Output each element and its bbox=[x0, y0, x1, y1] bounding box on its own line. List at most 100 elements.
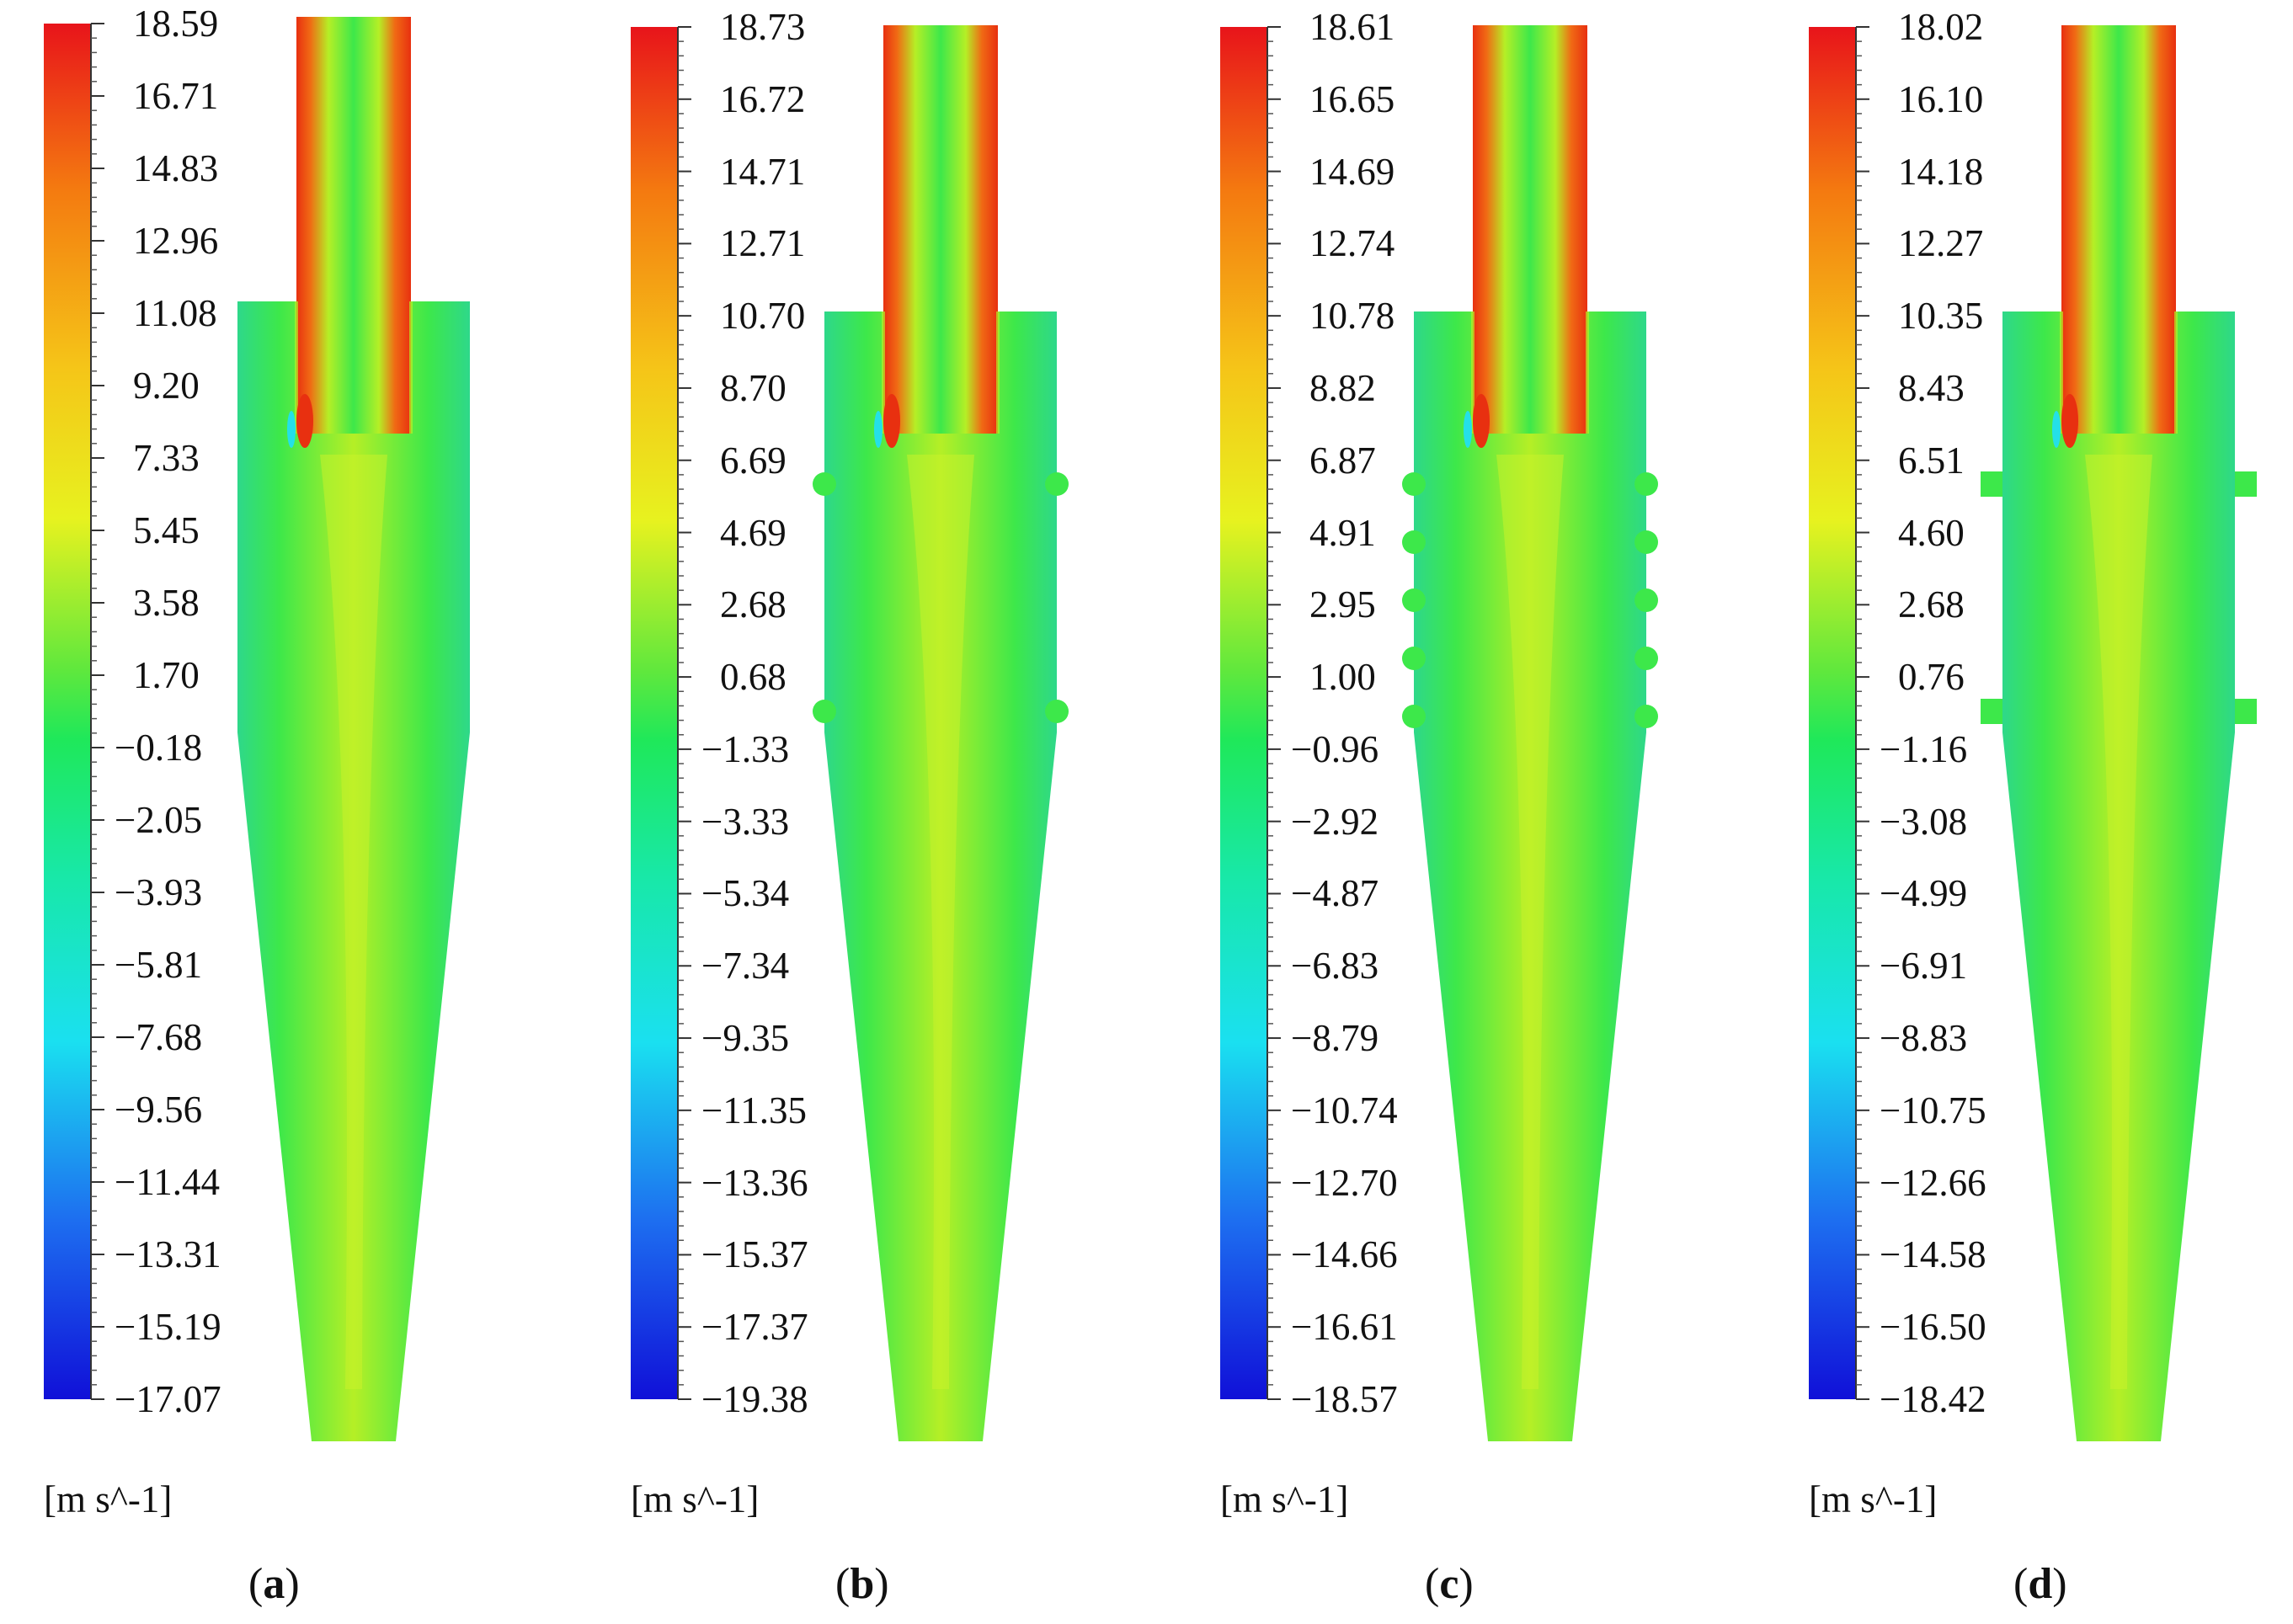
vortex-finder bbox=[296, 17, 411, 434]
colorbar-tick-label: −13.36 bbox=[701, 1161, 808, 1204]
panel-b: 18.73 16.72 14.71 12.71 10.70 8.70 6.69 4.69 2.6… bbox=[587, 0, 1168, 1624]
vortex-finder bbox=[2061, 25, 2176, 434]
colorbar-tick-label: −17.07 bbox=[115, 1378, 221, 1420]
side-bump bbox=[1402, 647, 1426, 670]
colorbar-gradient bbox=[44, 24, 91, 1399]
colorbar-tick-label: −10.74 bbox=[1291, 1089, 1398, 1131]
cyclone-velocity-contour-b bbox=[813, 25, 1069, 1441]
side-slot bbox=[2235, 471, 2257, 497]
colorbar-tick-label: 14.69 bbox=[1309, 150, 1395, 193]
colorbar-tick-label: −1.33 bbox=[701, 727, 790, 770]
eddy-spot bbox=[2052, 411, 2061, 448]
side-slot bbox=[2235, 699, 2257, 724]
unit-label: [m s^-1] bbox=[1809, 1478, 1938, 1520]
colorbar-tick-label: −11.44 bbox=[115, 1161, 220, 1203]
side-bump bbox=[1634, 588, 1658, 612]
colorbar-tick-label: −12.70 bbox=[1291, 1161, 1398, 1204]
vortex-finder bbox=[883, 25, 998, 434]
colorbar-tick-label: −15.37 bbox=[701, 1233, 808, 1276]
colorbar-tick-label: −4.87 bbox=[1291, 872, 1379, 915]
colorbar-tick-label: −3.08 bbox=[1880, 800, 1968, 843]
colorbar-tick-label: 3.58 bbox=[133, 582, 200, 624]
colorbar-tick-label: 5.45 bbox=[133, 509, 200, 551]
colorbar-tick-label: −9.56 bbox=[115, 1089, 203, 1131]
side-bump bbox=[1402, 472, 1426, 496]
panel-caption: (c) bbox=[1425, 1560, 1474, 1608]
side-bump bbox=[1045, 472, 1069, 496]
colorbar-tick-label: 9.20 bbox=[133, 365, 200, 407]
colorbar-tick-label: −2.92 bbox=[1291, 800, 1379, 843]
side-bump bbox=[1634, 647, 1658, 670]
colorbar-gradient bbox=[1809, 27, 1856, 1399]
colorbar-tick-label: 12.27 bbox=[1898, 222, 1984, 265]
side-bump bbox=[813, 472, 836, 496]
colorbar-gradient bbox=[1220, 27, 1267, 1399]
colorbar-tick-label: −13.31 bbox=[115, 1233, 221, 1275]
panel-a: 18.59 16.71 14.83 12.96 11.08 9.20 7.33 5.45 3.5… bbox=[0, 0, 581, 1624]
colorbar-tick-label: 2.68 bbox=[1898, 583, 1965, 626]
side-bump bbox=[813, 700, 836, 723]
panel-caption: (b) bbox=[835, 1560, 889, 1608]
colorbar-tick-label: −18.57 bbox=[1291, 1378, 1398, 1420]
cyclone-velocity-contour-c bbox=[1402, 25, 1658, 1441]
colorbar-tick-label: −16.50 bbox=[1880, 1306, 1986, 1349]
colorbar-gradient bbox=[631, 27, 678, 1399]
side-bump bbox=[1634, 472, 1658, 496]
cyclone-velocity-contour-d bbox=[1981, 25, 2257, 1441]
colorbar-tick-label: −11.35 bbox=[701, 1089, 807, 1131]
colorbar-tick-label: 10.35 bbox=[1898, 295, 1984, 338]
colorbar-tick-label: −9.35 bbox=[701, 1017, 790, 1060]
colorbar-tick-label: 4.69 bbox=[720, 511, 787, 554]
eddy-spot bbox=[874, 411, 883, 448]
colorbar-tick-label: −18.42 bbox=[1880, 1378, 1986, 1420]
colorbar-tick-label: −1.16 bbox=[1880, 727, 1968, 770]
colorbar-tick-label: 11.08 bbox=[133, 292, 217, 334]
colorbar-tick-label: 18.61 bbox=[1309, 6, 1395, 48]
colorbar-b bbox=[631, 26, 691, 1400]
unit-label: [m s^-1] bbox=[44, 1478, 173, 1520]
unit-label: [m s^-1] bbox=[631, 1478, 760, 1520]
side-bump bbox=[1634, 705, 1658, 728]
colorbar-tick-label: 0.76 bbox=[1898, 656, 1965, 699]
colorbar-tick-label: 16.10 bbox=[1898, 77, 1984, 120]
colorbar-tick-label: 16.65 bbox=[1309, 77, 1395, 120]
colorbar-tick-label: 6.51 bbox=[1898, 439, 1965, 482]
colorbar-tick-label: −0.96 bbox=[1291, 727, 1379, 770]
eddy-spot bbox=[287, 411, 296, 448]
colorbar-tick-label: −3.33 bbox=[701, 800, 790, 843]
colorbar-tick-label: 18.02 bbox=[1898, 6, 1984, 48]
cyclone-velocity-contour-a bbox=[237, 17, 470, 1441]
colorbar-tick-label: −4.99 bbox=[1880, 872, 1968, 915]
colorbar-tick-label: 1.00 bbox=[1309, 656, 1376, 699]
colorbar-tick-label: 1.70 bbox=[133, 654, 200, 696]
vortex-finder bbox=[1473, 25, 1587, 434]
colorbar-tick-label: −0.18 bbox=[115, 727, 203, 769]
colorbar-tick-label: 10.70 bbox=[720, 295, 806, 338]
unit-label: [m s^-1] bbox=[1220, 1478, 1349, 1520]
colorbar-tick-label: 10.78 bbox=[1309, 295, 1395, 338]
colorbar-tick-label: −8.83 bbox=[1880, 1017, 1968, 1060]
colorbar-tick-label: −8.79 bbox=[1291, 1017, 1379, 1060]
side-bump bbox=[1045, 700, 1069, 723]
colorbar-tick-label: 16.71 bbox=[133, 75, 219, 117]
colorbar-tick-label: 14.83 bbox=[133, 147, 219, 189]
colorbar-tick-label: −7.34 bbox=[701, 945, 790, 988]
colorbar-tick-label: 7.33 bbox=[133, 437, 200, 479]
colorbar-d bbox=[1809, 26, 1869, 1400]
colorbar-tick-label: −16.61 bbox=[1291, 1306, 1398, 1349]
colorbar-tick-label: −5.81 bbox=[115, 944, 203, 986]
side-slot bbox=[1981, 471, 2002, 497]
panel-caption: (d) bbox=[2013, 1560, 2067, 1608]
colorbar-tick-label: −12.66 bbox=[1880, 1161, 1986, 1204]
colorbar-tick-label: 0.68 bbox=[720, 656, 787, 699]
panel-d: 18.02 16.10 14.18 12.27 10.35 8.43 6.51 4.60 2.6… bbox=[1765, 0, 2293, 1624]
colorbar-tick-label: 12.96 bbox=[133, 220, 219, 262]
colorbar-tick-label: 2.68 bbox=[720, 583, 787, 626]
colorbar-tick-label: 18.59 bbox=[133, 3, 219, 45]
colorbar-tick-label: −6.83 bbox=[1291, 945, 1379, 988]
colorbar-tick-label: 16.72 bbox=[720, 77, 806, 120]
panel-caption: (a) bbox=[248, 1560, 300, 1608]
panel-c: 18.61 16.65 14.69 12.74 10.78 8.82 6.87 4.91 2.9… bbox=[1176, 0, 1757, 1624]
side-bump bbox=[1402, 705, 1426, 728]
colorbar-tick-label: 8.43 bbox=[1898, 366, 1965, 409]
